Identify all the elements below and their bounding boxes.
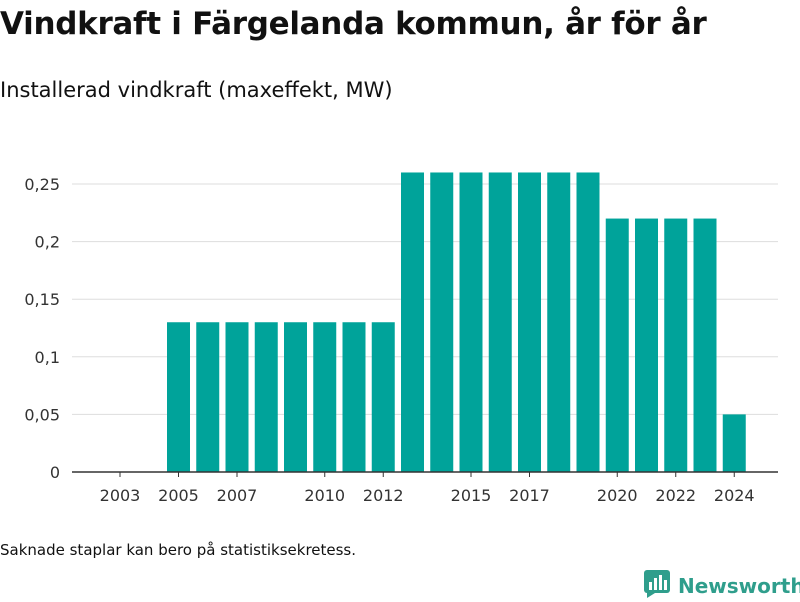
x-tick-label: 2022 [655, 486, 696, 505]
bar [460, 172, 483, 472]
x-tick-label: 2010 [304, 486, 345, 505]
bar [547, 172, 570, 472]
bar-chart: 0 0,05 0,1 0,15 0,2 0,25 2003 2005 2007 2010 2012 2… [0, 0, 800, 530]
bar [694, 219, 717, 472]
bar [489, 172, 512, 472]
bar [372, 322, 395, 472]
y-tick-label: 0,05 [24, 405, 60, 424]
bar [343, 322, 366, 472]
newsworthy-logo-icon [644, 570, 670, 602]
y-tick-label: 0,1 [35, 348, 60, 367]
y-tick-label: 0,25 [24, 175, 60, 194]
bar [723, 414, 746, 472]
bar [401, 172, 424, 472]
brand-name: Newsworthy [678, 574, 800, 598]
bar [664, 219, 687, 472]
x-tick-label: 2012 [363, 486, 404, 505]
bar [284, 322, 307, 472]
bar [430, 172, 453, 472]
bar [518, 172, 541, 472]
bar [167, 322, 190, 472]
bar [577, 172, 600, 472]
bar [226, 322, 249, 472]
bar [635, 219, 658, 472]
x-tick-label: 2015 [451, 486, 492, 505]
y-tick-label: 0,2 [35, 233, 60, 252]
x-tick-label: 2007 [217, 486, 258, 505]
y-tick-label: 0 [50, 463, 60, 482]
bar [313, 322, 336, 472]
y-tick-label: 0,15 [24, 290, 60, 309]
x-tick-label: 2024 [714, 486, 755, 505]
x-tick-label: 2003 [100, 486, 141, 505]
x-tick-label: 2005 [158, 486, 199, 505]
bar [606, 219, 629, 472]
brand-logo: Newsworthy [644, 570, 800, 602]
bar [196, 322, 219, 472]
bar [255, 322, 278, 472]
x-tick-label: 2017 [509, 486, 550, 505]
footnote: Saknade staplar kan bero på statistiksek… [0, 541, 356, 559]
x-tick-label: 2020 [597, 486, 638, 505]
